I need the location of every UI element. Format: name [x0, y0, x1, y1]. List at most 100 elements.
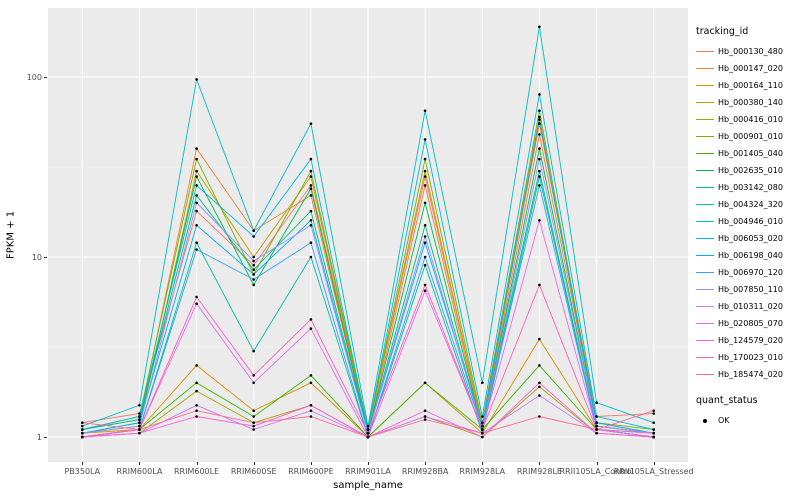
color-swatch	[696, 271, 714, 273]
data-point	[195, 209, 198, 213]
legend-label: Hb_000901_010	[718, 132, 783, 141]
data-point	[595, 428, 598, 431]
data-point	[195, 409, 198, 413]
legend-item-Hb_006053_020: Hb_006053_020	[696, 230, 798, 247]
line-key-icon	[696, 113, 714, 127]
legend-item-Hb_004324_320: Hb_004324_320	[696, 196, 798, 213]
line-key-icon	[696, 62, 714, 76]
line-key-icon	[696, 283, 714, 297]
legend-group-quant-status: quant_status OK	[696, 395, 798, 429]
legend-item-Hb_000164_110: Hb_000164_110	[696, 77, 798, 94]
data-point	[366, 424, 370, 428]
line-key-icon	[696, 215, 714, 229]
data-point	[652, 409, 655, 413]
legend-label: Hb_020805_070	[718, 319, 783, 328]
y-tick-mark	[44, 77, 47, 78]
data-point	[538, 109, 541, 112]
color-swatch	[696, 322, 714, 324]
data-point	[195, 364, 198, 367]
data-point	[595, 431, 598, 435]
data-point	[423, 381, 427, 385]
data-point	[252, 263, 255, 267]
legend-label: Hb_003142_080	[718, 183, 783, 192]
legend-items: Hb_000130_480 Hb_000147_020 Hb_000164_110 H…	[696, 43, 798, 383]
legend-label: Hb_124579_020	[718, 336, 783, 345]
x-tick-label: RRIM928LE	[516, 467, 562, 476]
data-point	[81, 421, 84, 425]
data-point	[252, 381, 255, 385]
data-point	[481, 415, 484, 418]
legend-item-Hb_000130_480: Hb_000130_480	[696, 43, 798, 60]
color-swatch	[696, 84, 714, 86]
x-tick-mark	[310, 462, 312, 465]
data-point	[195, 248, 198, 251]
legend-item-Hb_002635_010: Hb_002635_010	[696, 162, 798, 179]
data-point	[423, 263, 427, 267]
color-swatch	[696, 50, 714, 52]
data-point	[195, 389, 198, 393]
x-tick-mark	[425, 462, 427, 465]
data-point	[595, 424, 598, 428]
line-key-icon	[696, 266, 714, 280]
legend-label: Hb_010311_020	[718, 302, 783, 311]
data-point	[309, 157, 313, 161]
data-point	[252, 283, 255, 287]
data-point	[252, 415, 255, 418]
data-point	[252, 255, 255, 259]
data-point	[423, 418, 427, 421]
data-point	[538, 415, 541, 418]
x-tick-mark	[368, 462, 369, 465]
data-point	[538, 175, 541, 178]
legend-label: Hb_000416_010	[718, 115, 783, 124]
data-point	[252, 421, 255, 425]
data-point	[538, 93, 541, 96]
data-point	[538, 337, 541, 341]
data-point	[366, 431, 370, 435]
data-point	[252, 374, 255, 377]
color-swatch	[696, 101, 714, 103]
data-point	[652, 435, 655, 439]
color-swatch	[696, 356, 714, 358]
color-swatch	[696, 169, 714, 171]
color-swatch	[696, 254, 714, 256]
data-point	[252, 273, 255, 276]
data-point	[195, 194, 198, 197]
x-tick-mark	[539, 462, 541, 465]
line-key-icon	[696, 181, 714, 195]
x-tick-label: RRIM901LA	[345, 467, 391, 476]
line-key-icon	[696, 334, 714, 348]
data-point	[309, 187, 313, 190]
x-tick-mark	[196, 462, 198, 465]
line-key-icon	[696, 368, 714, 382]
data-point	[423, 109, 427, 112]
data-point	[538, 283, 541, 287]
data-point	[538, 25, 541, 29]
data-point	[252, 235, 255, 238]
data-point	[423, 169, 427, 173]
data-point	[538, 184, 541, 187]
line-key-icon	[696, 164, 714, 178]
x-tick-label: PB350LA	[64, 467, 101, 476]
x-tick-mark	[82, 462, 84, 465]
data-point	[309, 327, 313, 330]
data-point	[538, 394, 541, 397]
x-axis-title: sample_name	[333, 480, 403, 491]
legend-label: Hb_170023_010	[718, 353, 783, 362]
line-key-icon	[696, 317, 714, 331]
data-point	[652, 428, 655, 431]
x-tick-label: RRIM928BA	[401, 467, 449, 476]
x-tick-mark	[482, 462, 484, 465]
x-tick-label: RRII105LA_Control	[559, 467, 634, 476]
data-point	[595, 401, 598, 405]
data-point	[538, 147, 541, 150]
data-point	[81, 435, 84, 439]
color-swatch	[696, 186, 714, 188]
data-point	[138, 418, 141, 421]
line-key-icon	[696, 96, 714, 110]
data-point	[195, 241, 198, 244]
data-point	[538, 169, 541, 173]
data-point	[81, 424, 84, 428]
legend-item-Hb_007850_110: Hb_007850_110	[696, 281, 798, 298]
legend-item-Hb_001405_040: Hb_001405_040	[696, 145, 798, 162]
plot-panel	[48, 8, 688, 462]
